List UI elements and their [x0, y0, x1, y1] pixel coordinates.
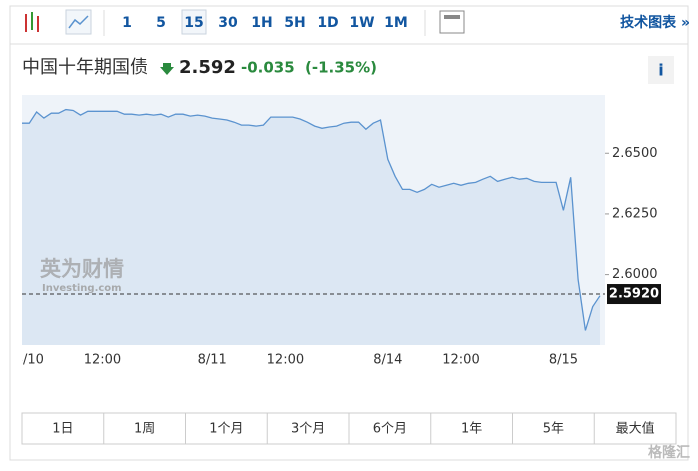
- watermark-brand: 英为财情: [40, 257, 124, 281]
- range-button[interactable]: 1个月: [209, 422, 243, 437]
- corner-logo: 格隆汇: [648, 444, 690, 461]
- instrument-name: 中国十年期国债: [22, 57, 148, 78]
- area: [22, 109, 600, 345]
- x-tick-label: 12:00: [84, 353, 121, 368]
- info-button[interactable]: [648, 56, 674, 84]
- y-tick-label: 2.6250: [612, 206, 658, 221]
- interval-button[interactable]: 1W: [349, 15, 374, 31]
- change: -0.035: [241, 59, 295, 77]
- x-labels: 8/10 12:00 8/11 12:00 8/14 12:00 8/15: [15, 353, 578, 368]
- watermark-site: Investing.com: [42, 283, 122, 294]
- range-button[interactable]: 5年: [543, 422, 564, 437]
- technical-link[interactable]: 技术图表 »: [620, 14, 690, 31]
- change-pct: (-1.35%): [305, 59, 377, 77]
- interval-button[interactable]: 1: [122, 15, 132, 31]
- x-tick-label: 8/15: [549, 353, 578, 368]
- interval-button[interactable]: 5H: [284, 15, 305, 31]
- x-tick-label: 8/11: [198, 353, 227, 368]
- y-tick-label: 2.6000: [612, 267, 658, 282]
- range-button[interactable]: 1日: [52, 422, 73, 437]
- frame: [9, 5, 689, 461]
- range-button[interactable]: 最大值: [616, 421, 655, 437]
- interval-button[interactable]: 1M: [384, 15, 408, 31]
- x-tick-label: 8/10: [15, 353, 44, 368]
- indicator-icon[interactable]: [439, 10, 465, 34]
- info-icon: i: [658, 61, 663, 80]
- interval-button[interactable]: 15: [184, 15, 203, 31]
- indicator-icon-bar: [444, 15, 460, 19]
- current-label-box: [607, 284, 661, 305]
- line: [22, 108, 601, 331]
- current-label: 2.5920: [609, 287, 659, 302]
- area-icon-line: [68, 15, 89, 29]
- interval-button[interactable]: 5: [156, 15, 166, 31]
- interval-button[interactable]: 1H: [251, 15, 272, 31]
- down-arrow: [160, 63, 174, 75]
- plot: 2.6000 2.6250 2.6500 8/10 12:00 8/11 12:00 8/14…: [15, 108, 661, 368]
- range-button[interactable]: 1周: [134, 422, 155, 437]
- interval-button[interactable]: 1D: [317, 15, 338, 31]
- x-tick-label: 12:00: [442, 353, 479, 368]
- price: 2.592: [179, 57, 236, 78]
- y-tick-label: 2.6500: [612, 146, 658, 161]
- range-button[interactable]: 1年: [461, 422, 482, 437]
- interval-selected: [181, 9, 207, 35]
- range-button[interactable]: 6个月: [373, 422, 407, 437]
- interval-button[interactable]: 30: [218, 15, 238, 31]
- range-button[interactable]: 3个月: [291, 422, 325, 437]
- x-tick-label: 8/14: [373, 353, 402, 368]
- candle-icon[interactable]: [25, 12, 39, 32]
- range-bar: 1日 1周 1个月 3个月 6个月 1年 5年 最大值: [21, 412, 677, 445]
- x-tick-label: 12:00: [267, 353, 304, 368]
